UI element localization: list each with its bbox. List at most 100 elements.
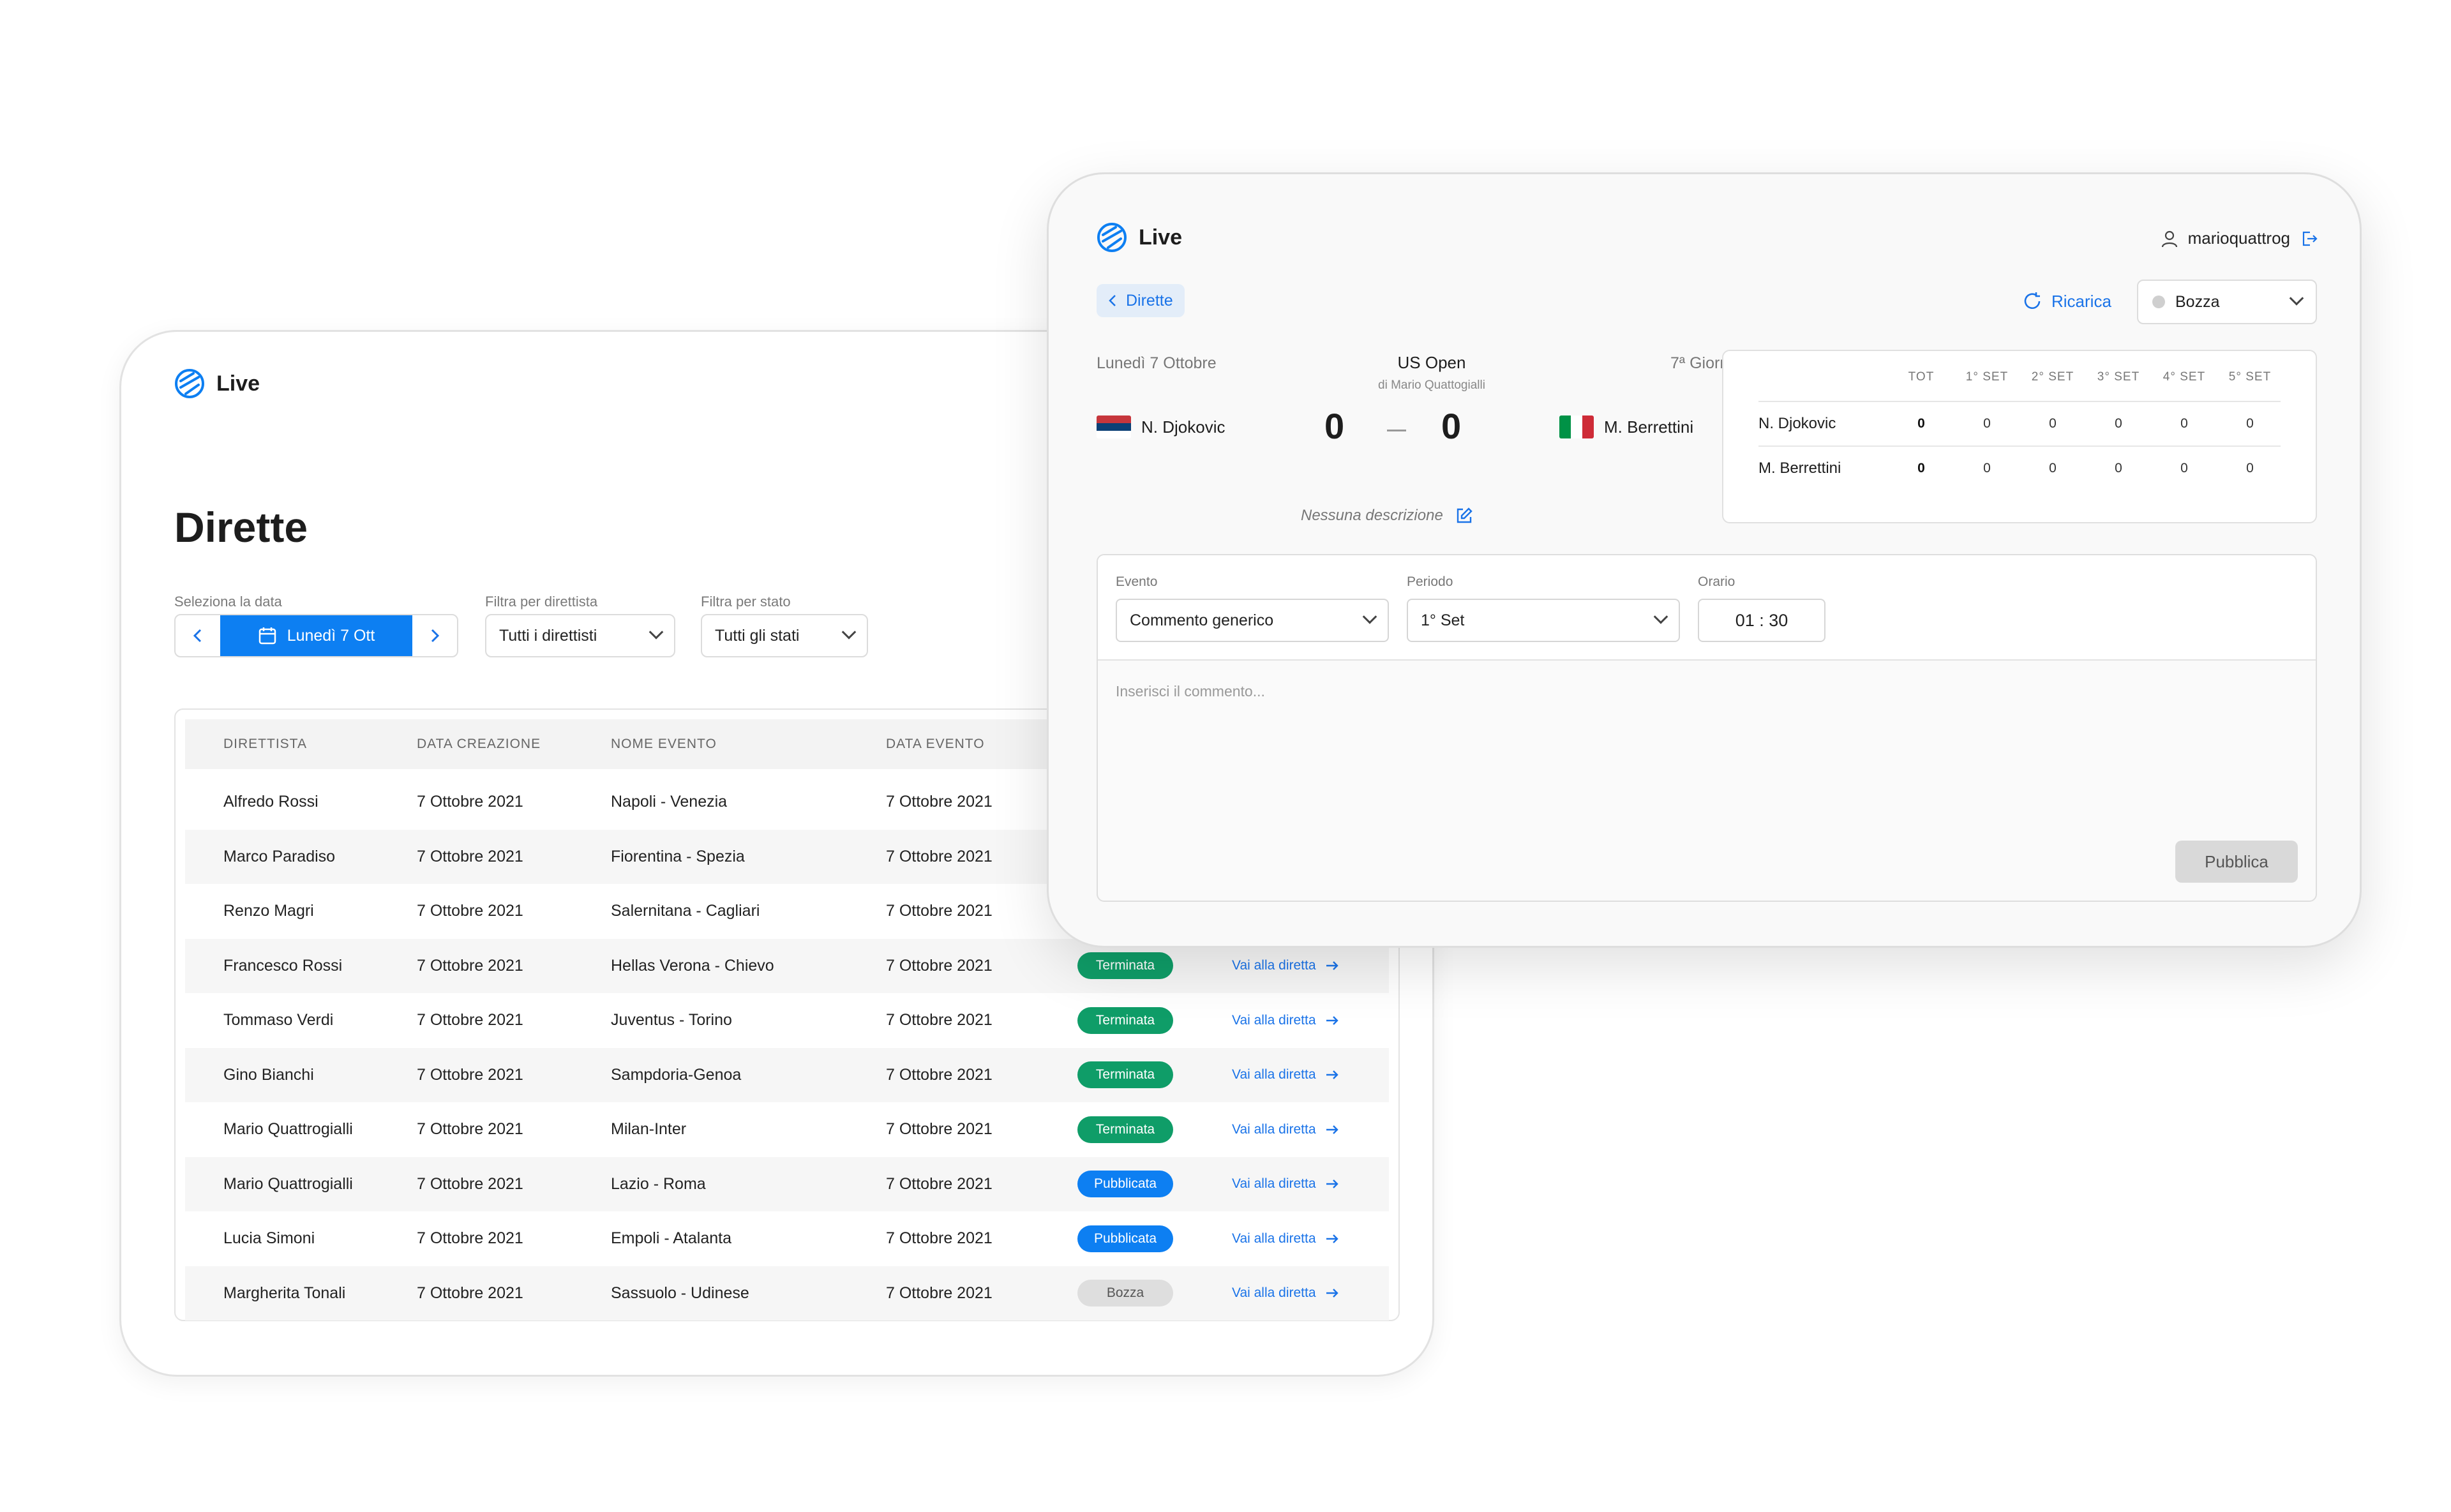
table-row[interactable]: Mario Quattrogialli 7 Ottobre 2021 Milan-I…	[185, 1102, 1389, 1156]
arrow-right-icon	[1326, 1125, 1338, 1134]
col-created[interactable]: DATA CREAZIONE	[417, 737, 541, 751]
user-menu[interactable]: marioquattrog	[2160, 228, 2318, 248]
score-row-player: M. Berrettini	[1758, 460, 1841, 477]
composer-fields: Evento Commento generico Periodo 1° Set …	[1098, 555, 2316, 661]
italy-flag-icon	[1559, 415, 1594, 438]
reporter-filter-select[interactable]: Tutti i direttisti	[485, 614, 675, 657]
back-to-dirette-button[interactable]: Dirette	[1097, 284, 1185, 317]
go-to-live-label: Vai alla diretta	[1232, 1121, 1316, 1137]
comment-textarea[interactable]: Inserisci il commento...	[1116, 683, 1265, 700]
logout-icon[interactable]	[2299, 229, 2318, 248]
table-row[interactable]: Mario Quattrogialli 7 Ottobre 2021 Lazio -…	[185, 1156, 1389, 1211]
score-cell: 0	[1917, 461, 1925, 475]
col-event-date[interactable]: DATA EVENTO	[886, 737, 985, 751]
go-to-live-label: Vai alla diretta	[1232, 1067, 1316, 1082]
period-select[interactable]: 1° Set	[1407, 599, 1680, 642]
date-picker: Lunedì 7 Ott	[174, 614, 458, 657]
reporter-cell: Margherita Tonali	[223, 1284, 346, 1302]
go-to-live-link[interactable]: Vai alla diretta	[1232, 1013, 1339, 1028]
time-label: Orario	[1698, 574, 1735, 589]
event-date-cell: 7 Ottobre 2021	[886, 956, 993, 975]
refresh-icon	[2024, 292, 2041, 310]
reporter-filter-label: Filtra per direttista	[485, 594, 598, 610]
live-logo-icon	[1097, 223, 1127, 252]
live-status-select[interactable]: Bozza	[2137, 280, 2317, 324]
table-row[interactable]: Tommaso Verdi 7 Ottobre 2021 Juventus - To…	[185, 993, 1389, 1047]
status-filter-label: Filtra per stato	[701, 594, 791, 610]
created-cell: 7 Ottobre 2021	[417, 847, 523, 865]
description-text: Nessuna descrizione	[1301, 507, 1443, 524]
created-cell: 7 Ottobre 2021	[417, 793, 523, 811]
match-author: di Mario Quattogialli	[1378, 378, 1485, 392]
comment-composer: Evento Commento generico Periodo 1° Set …	[1097, 554, 2317, 902]
table-row[interactable]: Francesco Rossi 7 Ottobre 2021 Hellas Vero…	[185, 938, 1389, 993]
event-date-cell: 7 Ottobre 2021	[886, 1174, 993, 1193]
date-filter-label: Seleziona la data	[174, 594, 282, 610]
status-badge: Terminata	[1077, 952, 1173, 979]
go-to-live-link[interactable]: Vai alla diretta	[1232, 1231, 1339, 1246]
event-date-cell: 7 Ottobre 2021	[886, 847, 993, 865]
match-date: Lunedì 7 Ottobre	[1097, 354, 1217, 372]
go-to-live-label: Vai alla diretta	[1232, 1285, 1316, 1300]
score-cell: 0	[2246, 461, 2254, 475]
go-to-live-link[interactable]: Vai alla diretta	[1232, 958, 1339, 973]
status-badge: Pubblicata	[1077, 1171, 1173, 1197]
event-cell: Fiorentina - Spezia	[611, 847, 745, 865]
status-badge: Terminata	[1077, 1061, 1173, 1088]
chevron-down-icon	[1362, 610, 1377, 624]
prev-date-button[interactable]	[176, 615, 220, 656]
status-select-value: Bozza	[2175, 292, 2220, 311]
arrow-right-icon	[1326, 1070, 1338, 1079]
go-to-live-link[interactable]: Vai alla diretta	[1232, 1285, 1339, 1301]
created-cell: 7 Ottobre 2021	[417, 902, 523, 920]
period-value: 1° Set	[1421, 611, 1465, 629]
reporter-cell: Marco Paradiso	[223, 847, 336, 865]
time-input[interactable]: 01 : 30	[1698, 599, 1825, 642]
event-cell: Salernitana - Cagliari	[611, 902, 760, 920]
score-cell: 0	[2180, 416, 2188, 431]
event-type-select[interactable]: Commento generico	[1116, 599, 1389, 642]
home-score: 0	[1324, 406, 1345, 446]
event-cell: Napoli - Venezia	[611, 793, 728, 811]
user-icon	[2161, 230, 2177, 247]
next-date-button[interactable]	[412, 615, 457, 656]
reporter-cell: Lucia Simoni	[223, 1229, 315, 1247]
col-event[interactable]: NOME EVENTO	[611, 737, 717, 751]
brand-name: Live	[216, 371, 260, 396]
reporter-cell: Mario Quattrogialli	[223, 1120, 353, 1138]
status-filter-value: Tutti gli stati	[715, 626, 800, 645]
table-row[interactable]: Lucia Simoni 7 Ottobre 2021 Empoli - Atala…	[185, 1211, 1389, 1266]
set-score-table: TOT 1° SET 2° SET 3° SET 4° SET 5° SET N…	[1722, 350, 2317, 523]
arrow-right-icon	[1326, 961, 1338, 970]
go-to-live-link[interactable]: Vai alla diretta	[1232, 1176, 1339, 1192]
app-logo[interactable]: Live	[174, 368, 260, 399]
current-date-label: Lunedì 7 Ott	[287, 626, 375, 645]
col-set-4: 4° SET	[2162, 370, 2206, 384]
table-row[interactable]: Alfredo Rossi 7 Ottobre 2021 Napoli - Vene…	[185, 775, 1389, 829]
table-row[interactable]: Margherita Tonali 7 Ottobre 2021 Sassuolo …	[185, 1266, 1389, 1321]
current-date-button[interactable]: Lunedì 7 Ott	[220, 615, 412, 656]
home-team: N. Djokovic	[1097, 415, 1225, 438]
score-cell: 0	[2246, 416, 2254, 431]
status-filter-select[interactable]: Tutti gli stati	[701, 614, 868, 657]
go-to-live-label: Vai alla diretta	[1232, 1231, 1316, 1246]
col-reporter[interactable]: DIRETTISTA	[223, 737, 307, 751]
edit-icon[interactable]	[1455, 506, 1474, 525]
status-badge: Bozza	[1077, 1280, 1173, 1306]
go-to-live-link[interactable]: Vai alla diretta	[1232, 1067, 1339, 1082]
created-cell: 7 Ottobre 2021	[417, 1120, 523, 1138]
status-dot	[2152, 296, 2165, 308]
publish-button[interactable]: Pubblica	[2175, 841, 2298, 883]
go-to-live-link[interactable]: Vai alla diretta	[1232, 1122, 1339, 1137]
reporter-cell: Mario Quattrogialli	[223, 1174, 353, 1193]
status-badge: Terminata	[1077, 1116, 1173, 1143]
app-logo[interactable]: Live	[1097, 222, 1182, 253]
table-row[interactable]: Renzo Magri 7 Ottobre 2021 Salernitana - C…	[185, 884, 1389, 938]
created-cell: 7 Ottobre 2021	[417, 1229, 523, 1247]
table-row[interactable]: Gino Bianchi 7 Ottobre 2021 Sampdoria-Geno…	[185, 1047, 1389, 1102]
score-row-player: N. Djokovic	[1758, 415, 1836, 432]
chevron-down-icon	[1653, 610, 1668, 624]
reload-button[interactable]: Ricarica	[2022, 291, 2111, 311]
event-date-cell: 7 Ottobre 2021	[886, 1284, 993, 1302]
away-team-name: M. Berrettini	[1604, 417, 1694, 437]
